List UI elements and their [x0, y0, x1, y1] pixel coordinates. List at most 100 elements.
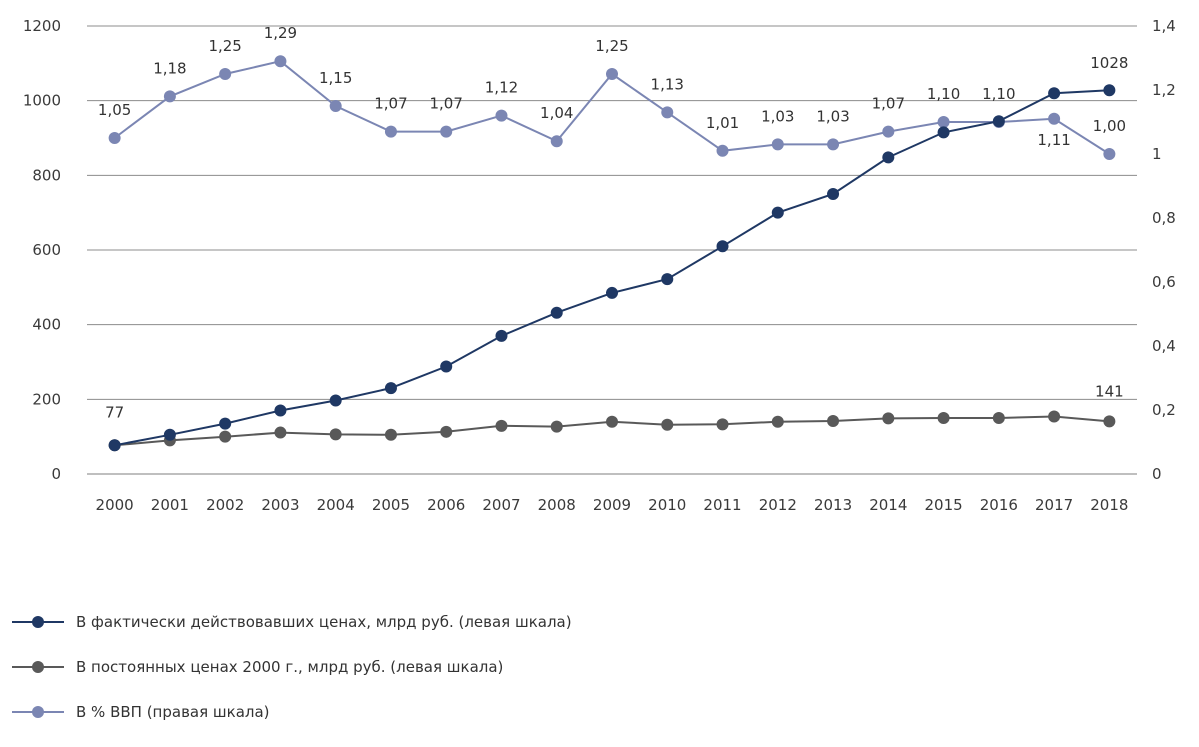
x-axis-tick-label: 2005: [372, 496, 410, 514]
legend-label-current-prices: В фактически действовавших ценах, млрд р…: [76, 613, 572, 631]
legend-item-constant-prices: В постоянных ценах 2000 г., млрд руб. (л…: [12, 657, 572, 677]
series-0-point: [163, 428, 176, 441]
data-label-gdp-share: 1,29: [264, 24, 297, 42]
series-2-point: [882, 125, 895, 138]
series-0-point: [440, 360, 453, 373]
series-2-point: [108, 132, 121, 144]
data-label-gdp-share: 1,15: [319, 69, 352, 87]
series-1-point: [771, 415, 784, 428]
grid-lines: [87, 25, 1137, 475]
series-1-point: [1103, 415, 1116, 428]
series-2-point: [550, 135, 563, 148]
series-2-point: [384, 125, 397, 138]
right-axis-tick-label: 1,2: [1152, 81, 1176, 99]
data-label-gdp-share: 1,05: [98, 101, 131, 119]
legend-item-current-prices: В фактически действовавших ценах, млрд р…: [12, 612, 572, 632]
series-0-point: [771, 206, 784, 219]
series-0-point: [274, 404, 287, 417]
series-2-point: [219, 68, 232, 80]
series-1-point: [550, 420, 563, 433]
series-0-point: [937, 126, 950, 139]
line-chart: 0 200 400 600 800 1000 1200 0 0,2 0,4 0,6 0,8 1 1,2 1…: [23, 17, 1176, 514]
data-label-gdp-share: 1,07: [872, 95, 905, 113]
series-0-point: [827, 188, 840, 200]
data-labels: 77 1028 141 1,05 1,18 1,25 1,29 1,15 1,07 1,07 1,1…: [98, 24, 1129, 421]
x-axis-tick-label: 2001: [151, 496, 189, 514]
series-0-point: [1048, 87, 1061, 100]
x-axis-tick-label: 2008: [538, 496, 576, 514]
series-1-point: [992, 412, 1005, 424]
series-0-point: [992, 115, 1005, 128]
series-0-point: [108, 439, 121, 452]
series-0-point: [661, 273, 674, 286]
data-label-gdp-share: 1,07: [430, 95, 463, 113]
left-axis-tick-label: 600: [32, 241, 61, 259]
data-label-gdp-share: 1,25: [595, 37, 628, 55]
series-line-0: [114, 89, 1110, 447]
data-label-constant-prices: 141: [1095, 382, 1124, 400]
series-1-point: [329, 428, 342, 441]
x-axis-tick-label: 2002: [206, 496, 244, 514]
data-label-current-prices: 1028: [1090, 54, 1128, 72]
x-axis-tick-label: 2007: [482, 496, 520, 514]
legend-label-gdp-share: В % ВВП (правая шкала): [76, 703, 270, 721]
legend: В фактически действовавших ценах, млрд р…: [12, 612, 572, 747]
left-axis-tick-label: 800: [32, 166, 61, 184]
series-2-point: [329, 100, 342, 112]
legend-swatch-current-prices: [12, 616, 64, 628]
x-axis-tick-label: 2016: [980, 496, 1018, 514]
right-axis-tick-label: 0,6: [1152, 273, 1176, 291]
series-2-point: [771, 138, 784, 151]
data-label-gdp-share: 1,04: [540, 104, 573, 122]
left-axis-tick-label: 200: [32, 390, 61, 408]
right-axis-tick-label: 0,4: [1152, 337, 1176, 355]
right-axis-tick-label: 0,8: [1152, 209, 1176, 227]
x-axis-tick-label: 2013: [814, 496, 852, 514]
x-axis-tick-label: 2011: [703, 496, 741, 514]
series-1-point: [440, 425, 453, 438]
series-0-point: [384, 382, 397, 395]
data-label-gdp-share: 1,03: [816, 107, 849, 125]
series-2-point: [495, 109, 508, 122]
x-axis-ticks: 2000 2001 2002 2003 2004 2005 2006 2007 2008 2009…: [96, 496, 1129, 514]
series-2-point: [163, 90, 176, 103]
right-axis-ticks: 0 0,2 0,4 0,6 0,8 1 1,2 1,4: [1152, 17, 1176, 483]
series-1-point: [384, 428, 397, 441]
series-1-point: [495, 419, 508, 432]
x-axis-tick-label: 2000: [96, 496, 134, 514]
legend-item-gdp-share: В % ВВП (правая шкала): [12, 702, 572, 722]
legend-swatch-gdp-share: [12, 706, 64, 718]
left-axis-tick-label: 0: [51, 465, 61, 483]
series-1-point: [274, 426, 287, 439]
left-axis-ticks: 0 200 400 600 800 1000 1200: [23, 17, 61, 483]
data-label-gdp-share: 1,10: [982, 85, 1015, 103]
right-axis-tick-label: 1: [1152, 145, 1162, 163]
series-0-point: [550, 306, 563, 319]
data-label-gdp-share: 1,12: [485, 79, 518, 97]
data-label-gdp-share: 1,07: [374, 95, 407, 113]
legend-swatch-constant-prices: [12, 661, 64, 673]
data-label-gdp-share: 1,03: [761, 107, 794, 125]
series-0-point: [495, 329, 508, 342]
legend-label-constant-prices: В постоянных ценах 2000 г., млрд руб. (л…: [76, 658, 504, 676]
x-axis-tick-label: 2015: [924, 496, 962, 514]
x-axis-tick-label: 2017: [1035, 496, 1073, 514]
x-axis-tick-label: 2006: [427, 496, 465, 514]
series-0-point: [1103, 84, 1116, 97]
data-label-gdp-share: 1,10: [927, 85, 960, 103]
x-axis-tick-label: 2009: [593, 496, 631, 514]
series-0-point: [716, 240, 729, 253]
series-2-point: [661, 106, 674, 119]
series-1-point: [661, 418, 674, 431]
series-1-point: [882, 412, 895, 425]
data-label-gdp-share: 1,00: [1093, 117, 1126, 135]
right-axis-tick-label: 0: [1152, 465, 1162, 483]
series-1-point: [219, 430, 232, 443]
series-layer: [108, 55, 1116, 452]
data-label-gdp-share: 1,25: [208, 37, 241, 55]
series-0-point: [329, 394, 342, 407]
data-label-gdp-share: 1,01: [706, 114, 739, 132]
left-axis-tick-label: 1000: [23, 92, 61, 110]
series-1-point: [606, 415, 618, 428]
left-axis-tick-label: 400: [32, 316, 61, 334]
